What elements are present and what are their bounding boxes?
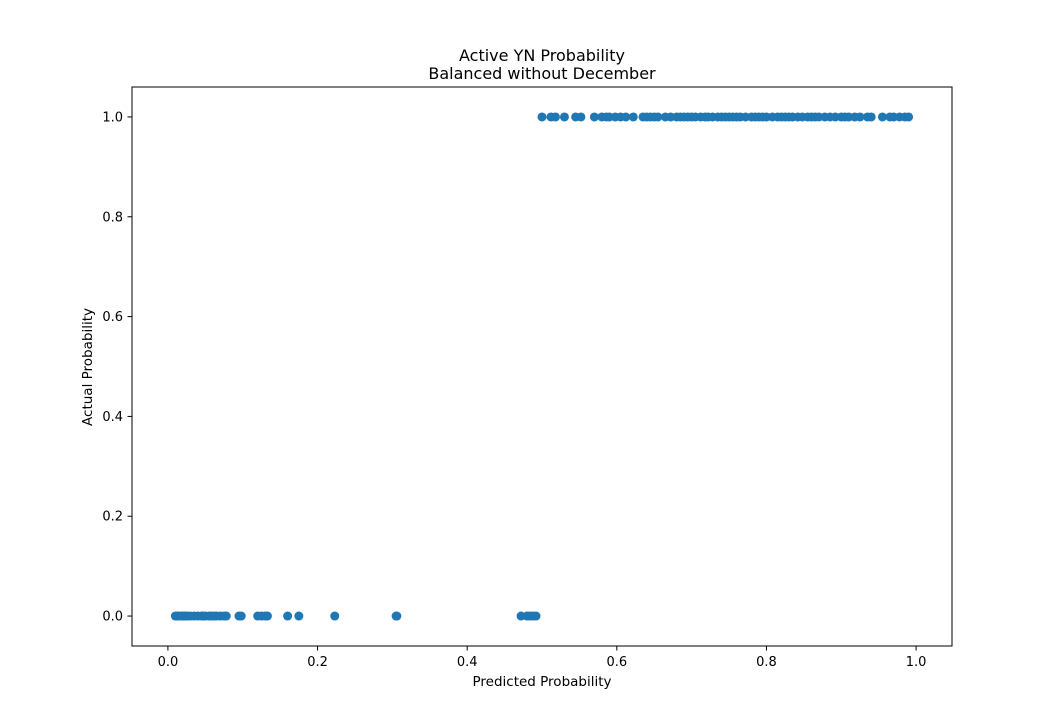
y-tick-label: 0.0 <box>102 610 123 625</box>
data-point <box>559 112 569 122</box>
data-points <box>170 112 914 621</box>
data-point <box>283 611 293 621</box>
data-point <box>653 112 663 122</box>
data-point <box>330 611 340 621</box>
data-point <box>550 112 560 122</box>
data-point <box>866 112 876 122</box>
chart-subtitle: Balanced without December <box>428 64 656 83</box>
data-point <box>531 611 541 621</box>
data-point <box>589 112 599 122</box>
x-tick-label: 0.4 <box>457 655 478 670</box>
x-tick-label: 0.0 <box>158 655 179 670</box>
y-tick-label: 0.6 <box>102 310 123 325</box>
data-point <box>855 112 865 122</box>
x-tick-label: 1.0 <box>906 655 927 670</box>
y-tick-label: 0.2 <box>102 510 123 525</box>
data-point <box>262 611 272 621</box>
data-point <box>628 112 638 122</box>
plot-frame <box>131 86 953 647</box>
x-axis-label: Predicted Probability <box>472 674 611 690</box>
data-point <box>877 112 887 122</box>
data-point <box>576 112 586 122</box>
y-tick-label: 0.4 <box>102 410 123 425</box>
data-point <box>392 611 402 621</box>
chart-title: Active YN Probability <box>459 46 625 65</box>
data-point <box>221 611 231 621</box>
data-point <box>294 611 304 621</box>
x-tick-label: 0.2 <box>307 655 328 670</box>
y-axis-ticks: 0.0 0.2 0.4 0.6 0.8 1.0 <box>102 110 132 625</box>
x-axis-ticks: 0.0 0.2 0.4 0.6 0.8 1.0 <box>158 646 927 670</box>
y-axis-label: Actual Probability <box>80 308 96 426</box>
data-point <box>236 611 246 621</box>
y-tick-label: 0.8 <box>102 210 123 225</box>
x-tick-label: 0.8 <box>756 655 777 670</box>
x-tick-label: 0.6 <box>606 655 627 670</box>
data-point <box>537 112 547 122</box>
data-point <box>621 112 631 122</box>
data-point <box>904 112 914 122</box>
y-tick-label: 1.0 <box>102 110 123 125</box>
